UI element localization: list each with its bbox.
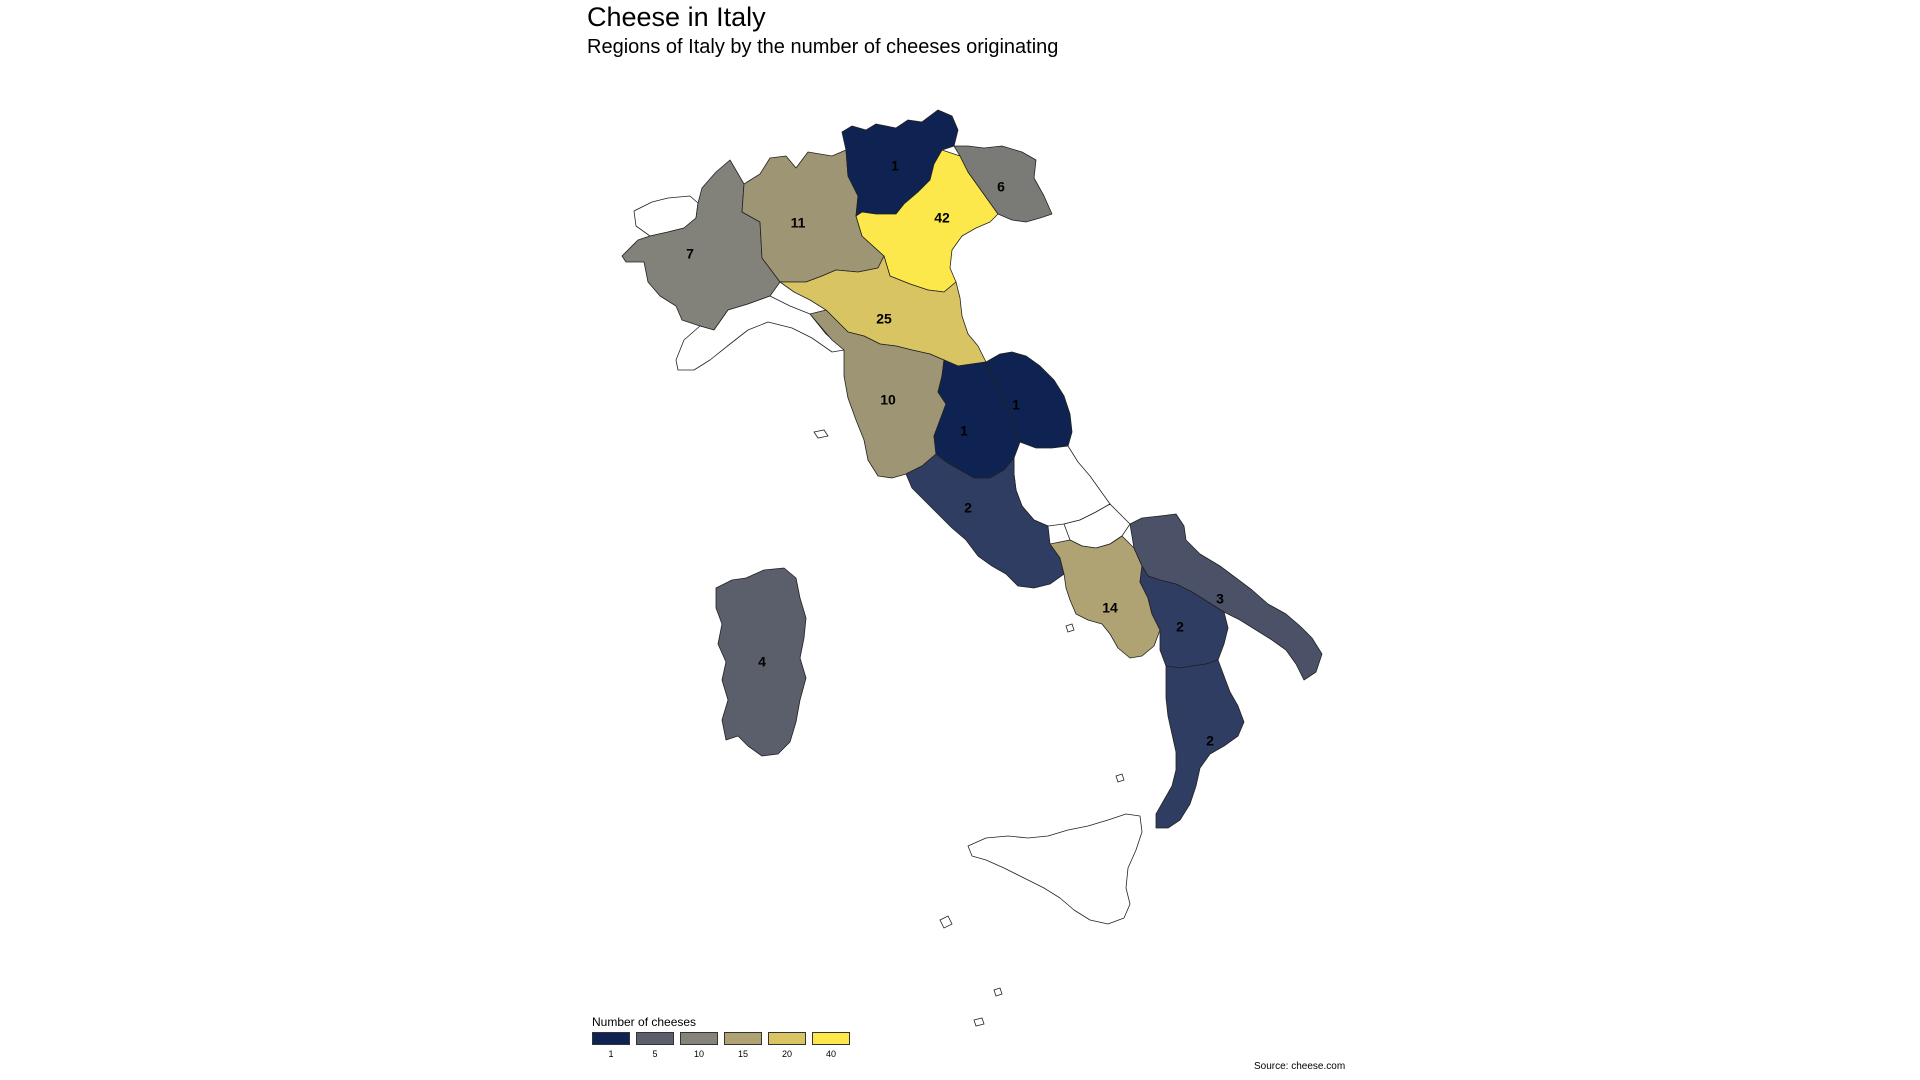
legend-color-swatch	[812, 1032, 850, 1045]
legend-color-swatch	[680, 1032, 718, 1045]
legend-swatches: 1 5 10 15 20 40	[592, 1032, 850, 1059]
region-friuli	[953, 145, 1053, 223]
legend-item: 40	[812, 1032, 850, 1059]
region-calabria	[1155, 659, 1245, 829]
region-sardegna	[715, 567, 807, 757]
legend-label: 1	[608, 1049, 614, 1059]
legend-item: 5	[636, 1032, 674, 1059]
region-value-label: 1	[891, 158, 899, 174]
region-marche	[985, 351, 1073, 449]
legend-label: 5	[652, 1049, 658, 1059]
region-value-label: 1	[1012, 397, 1020, 413]
legend-item: 10	[680, 1032, 718, 1059]
region-value-label: 42	[934, 210, 950, 226]
island-lipari	[1115, 773, 1125, 783]
region-value-label: 10	[880, 392, 896, 408]
legend-label: 15	[737, 1049, 748, 1059]
region-value-label: 3	[1216, 591, 1224, 607]
legend-label: 40	[825, 1049, 836, 1059]
island-pantelleria	[939, 915, 953, 929]
region-value-label: 7	[686, 246, 694, 262]
legend-label: 20	[781, 1049, 792, 1059]
region-value-label: 4	[758, 654, 766, 670]
map-title: Cheese in Italy	[587, 2, 766, 32]
map-subtitle: Regions of Italy by the number of cheese…	[587, 36, 1059, 58]
island-malta	[993, 987, 1003, 997]
island-elba	[813, 429, 829, 439]
region-sicilia	[967, 813, 1143, 925]
legend-title: Number of cheeses	[592, 1015, 697, 1029]
legend-item: 1	[592, 1032, 630, 1059]
legend-item: 20	[768, 1032, 806, 1059]
region-value-label: 25	[876, 311, 892, 327]
region-value-label: 14	[1102, 600, 1118, 616]
region-value-label: 1	[960, 423, 968, 439]
region-value-label: 2	[964, 500, 972, 516]
source-note: Source: cheese.com	[1254, 1061, 1346, 1072]
island-capri	[1065, 623, 1075, 633]
legend-item: 15	[724, 1032, 762, 1059]
legend-color-swatch	[768, 1032, 806, 1045]
island-lampedusa	[973, 1017, 985, 1027]
legend-color-swatch	[636, 1032, 674, 1045]
region-value-label: 2	[1176, 619, 1184, 635]
legend-color-swatch	[592, 1032, 630, 1045]
region-value-label: 2	[1206, 733, 1214, 749]
region-value-label: 11	[791, 215, 806, 231]
legend: Number of cheeses 1 5 10 15 20 40	[592, 1015, 850, 1059]
region-value-label: 6	[997, 179, 1005, 195]
legend-color-swatch	[724, 1032, 762, 1045]
legend-label: 10	[693, 1049, 704, 1059]
